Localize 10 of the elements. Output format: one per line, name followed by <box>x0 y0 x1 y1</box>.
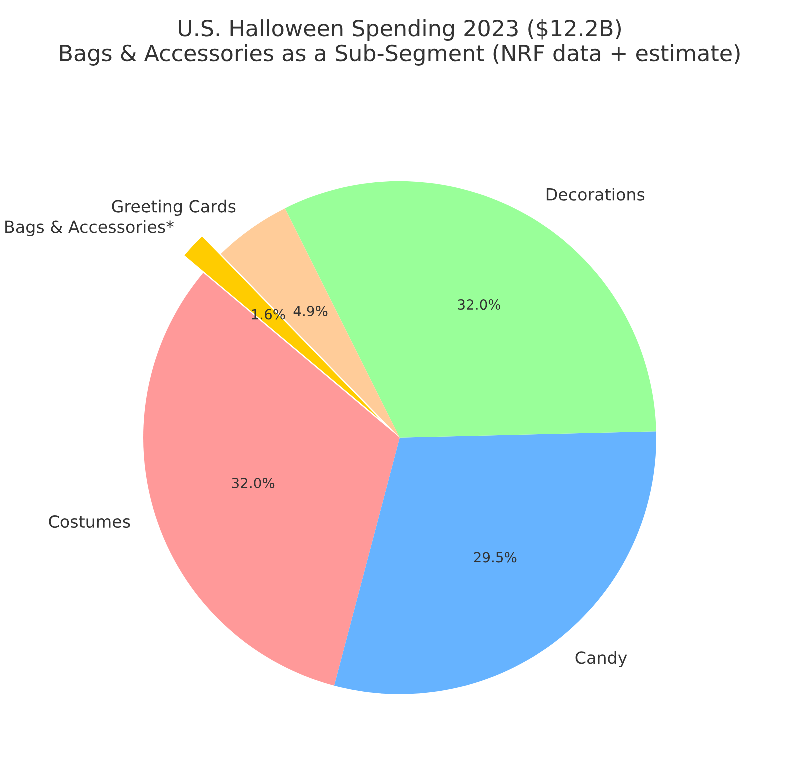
data-label: 4.9% <box>294 306 328 317</box>
data-label: 32.0% <box>232 478 275 488</box>
slice-label: Candy <box>576 651 628 668</box>
data-label: 29.5% <box>474 552 517 563</box>
slice-label: Decorations <box>546 188 645 201</box>
slice-label: Costumes <box>49 515 130 528</box>
data-label: 32.0% <box>458 300 501 310</box>
chart-title: U.S. Halloween Spending 2023 ($12.2B) Bags & Accessories as a Sub-Segment (NRF data + estimate) <box>60 20 740 66</box>
slice-label: Bags & Accessories* <box>6 220 174 237</box>
slice-label: Greeting Cards <box>112 200 236 216</box>
